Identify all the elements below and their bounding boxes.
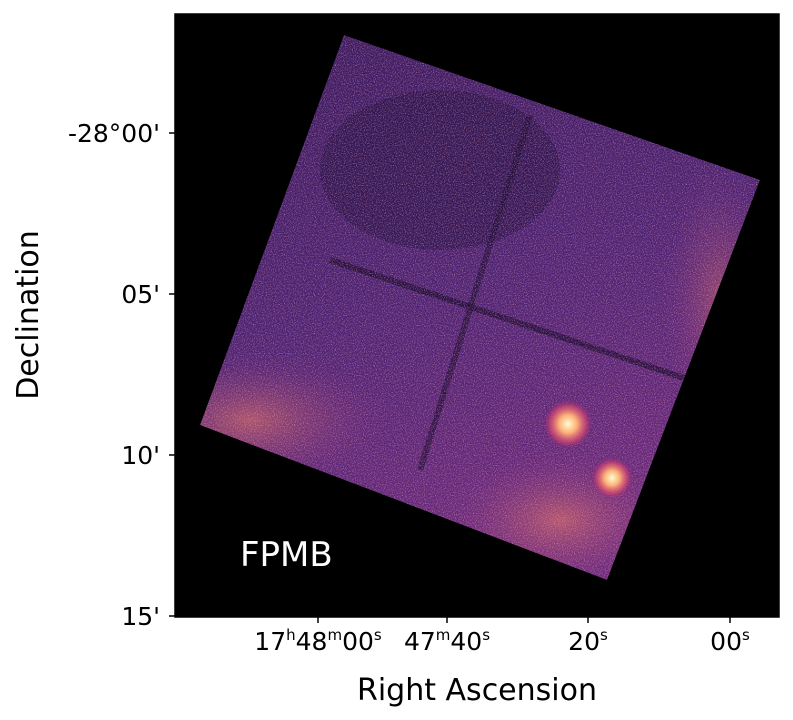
image-tile (200, 35, 760, 580)
x-axis: 17h48m00s 47m40s 20s 00s (254, 617, 750, 656)
y-tick-label-2: 10' (121, 441, 160, 470)
y-tick-label-0: -28°00' (68, 119, 160, 148)
x-axis-title: Right Ascension (357, 673, 597, 708)
y-tick-label-1: 05' (121, 280, 160, 309)
bright-source-2 (590, 456, 634, 500)
x-tick-label-1: 47m40s (404, 626, 490, 656)
panel-label: FPMB (240, 535, 333, 575)
y-axis: -28°00' 05' 10' 15' (68, 119, 175, 631)
x-tick-label-0: 17h48m00s (254, 626, 382, 656)
x-tick-label-2: 20s (568, 626, 608, 656)
y-axis-title: Declination (11, 230, 46, 400)
x-tick-label-3: 00s (710, 626, 750, 656)
bright-source-1 (542, 398, 594, 450)
y-tick-label-3: 15' (121, 602, 160, 631)
plot-frame (174, 13, 780, 618)
